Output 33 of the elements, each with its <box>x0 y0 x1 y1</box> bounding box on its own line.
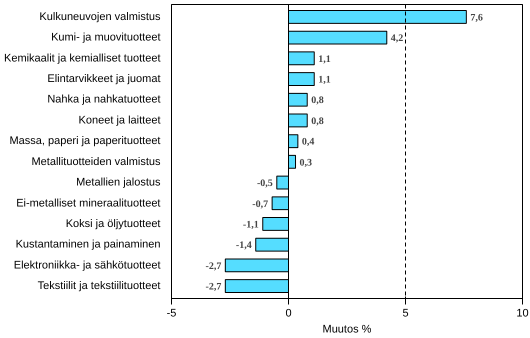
data-label: 0,4 <box>302 136 314 148</box>
data-label: 1,1 <box>318 74 331 86</box>
data-label: 7,6 <box>470 12 483 24</box>
data-label: -0,5 <box>256 178 273 190</box>
y-tick-label: Koneet ja laitteet <box>78 114 161 126</box>
y-tick-label: Massa, paperi ja paperituotteet <box>9 135 161 148</box>
y-tick-label: Elektroniikka- ja sähkötuotteet <box>14 259 161 272</box>
data-label: 0,3 <box>300 157 312 168</box>
y-tick-label: Metallien jalostus <box>76 176 161 189</box>
data-label: -2,7 <box>205 282 222 293</box>
data-label: 1,1 <box>318 54 331 65</box>
data-label: 4,2 <box>390 33 404 44</box>
x-tick-label: 5 <box>402 308 409 320</box>
y-tick-label: Kemikaalit ja kemialliset tuotteet <box>4 52 160 64</box>
x-axis-title: Muutos % <box>322 324 372 336</box>
data-label: -0,7 <box>252 198 268 210</box>
data-label: -1,1 <box>242 219 259 230</box>
data-label: -1,4 <box>236 240 252 252</box>
y-tick-label: Nahka ja nahkatuotteet <box>47 94 161 106</box>
y-tick-label: Tekstiilit ja tekstiilituotteet <box>38 280 161 292</box>
x-tick-label: 10 <box>516 308 529 320</box>
y-tick-label: Elintarvikkeet ja juomat <box>47 73 161 86</box>
data-label: 0,8 <box>311 116 324 127</box>
y-tick-label: Kulkuneuvojen valmistus <box>39 10 161 23</box>
y-tick-label: Koksi ja öljytuotteet <box>66 218 161 230</box>
y-tick-label: Kumi- ja muovituotteet <box>51 32 160 44</box>
data-label: -2,7 <box>205 260 222 272</box>
y-tick-label: Kustantaminen ja painaminen <box>16 238 161 251</box>
data-label: 0,8 <box>311 95 324 106</box>
x-tick-label: 0 <box>285 308 292 320</box>
y-tick-label: Ei-metalliset mineraalituotteet <box>16 197 161 210</box>
y-tick-label: Metallituotteiden valmistus <box>31 156 161 168</box>
x-tick-label: -5 <box>166 308 176 320</box>
